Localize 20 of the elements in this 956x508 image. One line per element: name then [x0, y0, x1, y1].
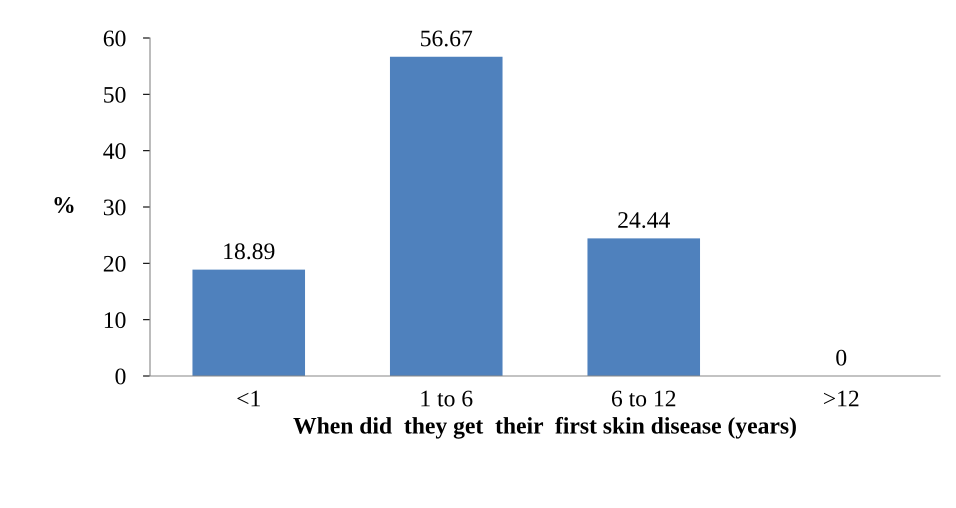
- y-tick-label: 50: [104, 86, 126, 103]
- x-tick-label: 6 to 12: [612, 390, 676, 407]
- y-tick-label: 20: [104, 256, 126, 272]
- data-label: 24.44: [618, 212, 670, 228]
- y-axis-title: %: [54, 196, 74, 213]
- bar: [192, 270, 306, 376]
- bar: [390, 56, 503, 376]
- data-label: 0: [836, 350, 846, 366]
- x-tick-label: >12: [824, 390, 858, 406]
- x-tick-label: 1 to 6: [421, 390, 472, 407]
- x-axis-title: When did they get their first skin disease (years): [293, 416, 796, 439]
- y-tick-label: 60: [104, 30, 126, 46]
- y-tick-label: 30: [104, 199, 126, 216]
- y-tick-label: 0: [115, 368, 126, 384]
- y-tick-label: 10: [104, 312, 126, 328]
- data-label: 18.89: [224, 243, 274, 260]
- data-label: 56.67: [421, 30, 472, 47]
- y-tick-label: 40: [103, 143, 126, 160]
- bar: [587, 238, 700, 376]
- x-tick-label: <1: [237, 390, 260, 406]
